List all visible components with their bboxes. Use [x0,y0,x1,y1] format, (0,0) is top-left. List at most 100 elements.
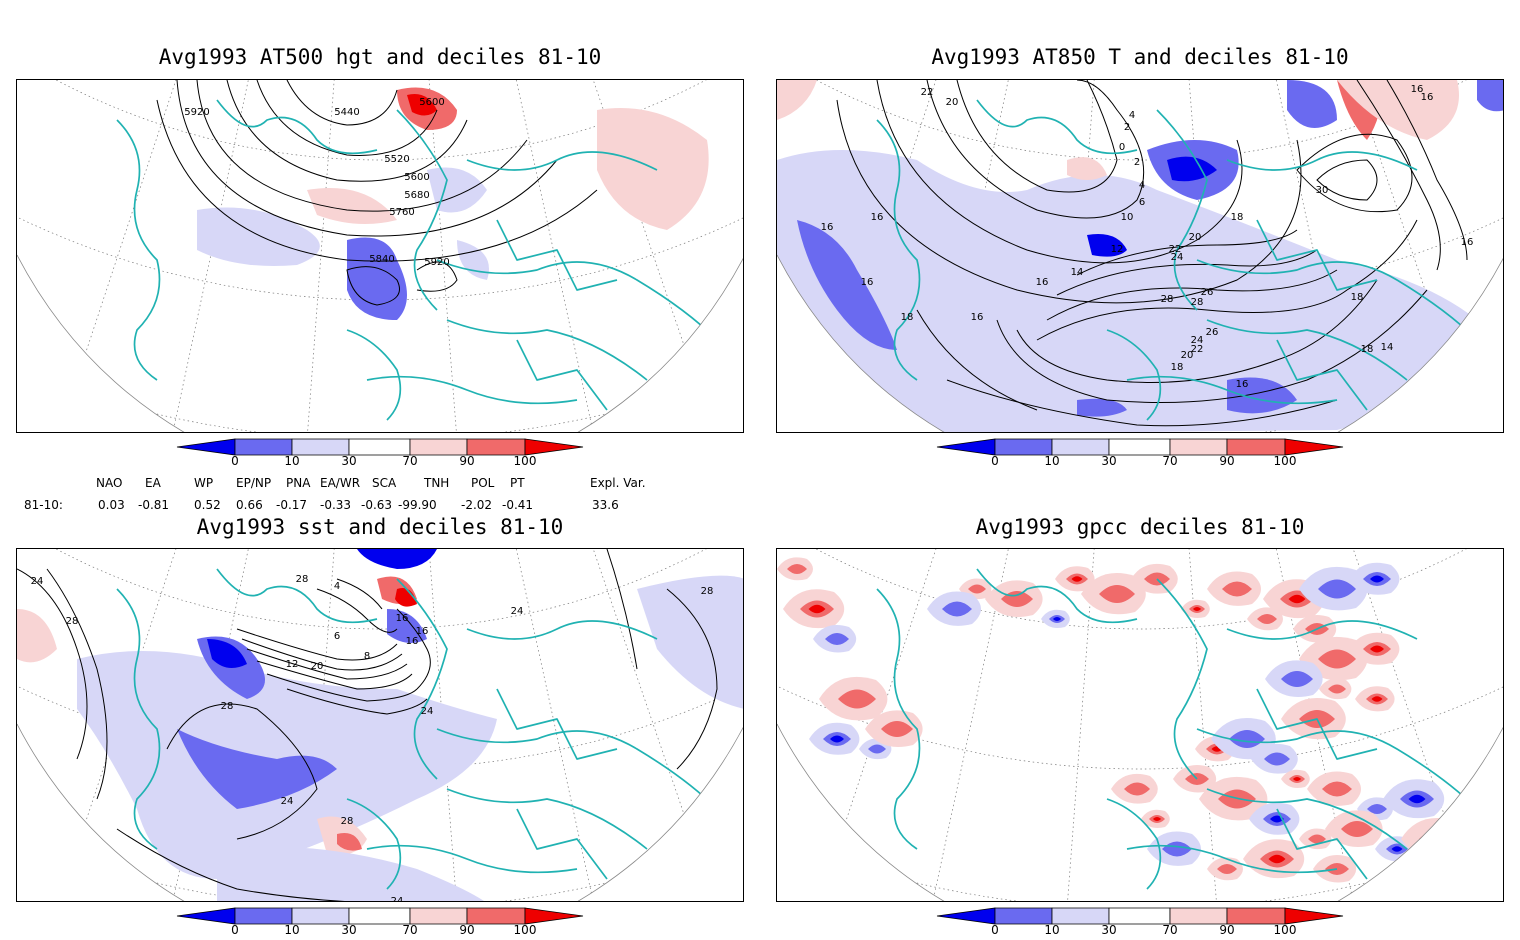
contour-label: 24 [31,576,44,587]
panel-title: Avg1993 gpcc deciles 81-10 [975,515,1305,539]
contour-label: 18 [1361,344,1374,355]
decile-shading [457,240,489,280]
coastlines-borders [116,568,718,890]
colorbar-segment [936,907,996,925]
decile-shading [838,689,876,709]
colorbar: 0 10 30 70 90 100 [175,438,585,472]
colorbar-tick-label: 90 [1219,454,1235,468]
colorbar-segment [1284,438,1344,456]
contour-label: 5920 [184,107,209,118]
contour-label: 16 [1411,84,1424,95]
decile-shading [207,639,247,668]
decile-shading [830,735,844,743]
decile-shading [868,744,886,754]
contour-label: 24 [511,606,524,617]
coastlines-borders [116,99,718,421]
contour-label: 24 [1171,252,1184,263]
decile-shading [797,220,897,350]
decile-shading [357,549,437,569]
colorbar-tick-label: 10 [1044,923,1060,937]
colorbar-tick-label: 30 [1101,923,1117,937]
contour-label: 0 [1119,142,1125,153]
contour-lines [836,80,1468,427]
index-value: -2.02 [461,498,493,512]
colorbar-tick-label: 100 [1273,454,1297,468]
colorbar-tick-label: 100 [1273,923,1297,937]
contour-label: 18 [1351,292,1364,303]
decile-shading [1217,864,1237,874]
decile-shading [1370,575,1384,583]
contour-label: 28 [701,586,714,597]
map-at500: 5920 5440 5600 5520 5600 5680 5760 5840 5920 [16,79,744,433]
coastlines-borders [876,99,1478,421]
contour-label: 28 [1161,294,1174,305]
colorbar-tick-label: 0 [991,923,999,937]
contour-label: 6 [1139,197,1145,208]
colorbar-segment [1108,438,1171,456]
contour-label: 18 [901,312,914,323]
index-header: NAO [96,476,123,490]
map-at850: 22 20 4 2 0 2 4 6 10 16 16 16 12 14 16 20 22 24 26 28 28 26 24… [776,79,1504,433]
index-header: EP/NP [236,476,272,490]
decile-shading [1328,684,1346,694]
contour-label: 24 [281,796,294,807]
contour-label: 20 [1181,350,1194,361]
index-value: 0.52 [194,498,221,512]
index-header: WP [194,476,214,490]
decile-shading [825,633,849,645]
colorbar-tick-label: 0 [991,454,999,468]
decile-shading [17,609,57,663]
colorbar-segment [1051,907,1110,925]
contour-label: 16 [971,312,984,323]
contour-label: 16 [1036,277,1049,288]
index-value: -99.90 [398,498,437,512]
contour-label: 5840 [369,254,394,265]
decile-shading [1257,614,1277,624]
contour-label: 16 [396,613,409,624]
colorbar-segment [466,438,526,456]
colorbar-segment [348,907,411,925]
colorbar-segment [348,438,411,456]
contour-label: 28 [221,701,234,712]
index-header: EA/WR [320,476,361,490]
colorbar-tick-label: 0 [231,923,239,937]
colorbar-tick-label: 100 [513,454,537,468]
colorbar-segment [524,907,584,925]
colorbar-tick-label: 10 [284,454,300,468]
index-value: 33.6 [592,498,619,512]
contour-lines [17,549,718,901]
contour-label: 16 [1461,237,1474,248]
decile-shading [1287,80,1337,128]
coastlines-borders [876,568,1478,890]
colorbar-tick-label: 70 [1162,454,1178,468]
decile-shading [1371,696,1383,702]
colorbar-segment [1284,907,1344,925]
decile-shading [395,588,417,607]
decile-shading [1071,576,1083,582]
contour-label: 18 [1171,362,1184,373]
decile-shading [1087,234,1127,257]
colorbar-segment [1169,438,1228,456]
decile-shading [968,584,986,594]
contour-label: 4 [334,581,340,592]
colorbar-segment [291,907,350,925]
decile-shading [808,604,826,614]
colorbar-tick-label: 90 [459,454,475,468]
contour-label: 20 [1189,232,1202,243]
colorbar-tick-label: 10 [1044,454,1060,468]
contour-label: 16 [1421,92,1434,103]
index-value: -0.41 [502,498,534,512]
decile-shading [1268,854,1286,864]
contour-label: 5600 [404,172,429,183]
contour-label: 28 [296,574,309,585]
domain-mask [777,724,944,901]
contour-label: 16 [821,222,834,233]
contour-label: 14 [1381,342,1394,353]
colorbar: 0 10 30 70 90 100 [935,438,1345,472]
decile-shading [777,80,817,120]
decile-shading [881,721,913,737]
decile-shading [427,167,487,213]
domain-mask [578,258,743,432]
colorbar: 0 10 30 70 90 100 [935,907,1345,940]
contour-label: 22 [921,87,934,98]
